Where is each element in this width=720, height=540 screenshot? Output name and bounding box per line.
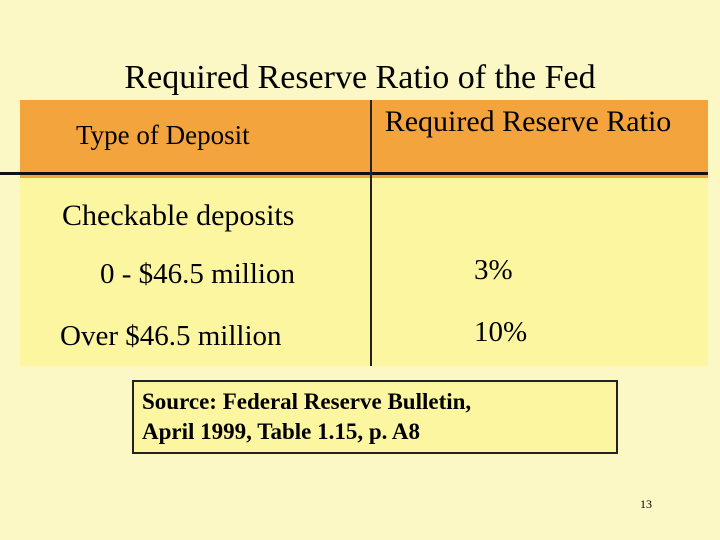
row-label-tier-1: 0 - $46.5 million bbox=[100, 258, 295, 290]
row-label-tier-2: Over $46.5 million bbox=[60, 320, 282, 352]
column-divider bbox=[370, 100, 372, 366]
column-header-reserve-ratio: Required Reserve Ratio bbox=[384, 105, 672, 138]
source-line-2: April 1999, Table 1.15, p. A8 bbox=[142, 419, 420, 444]
page-number: 13 bbox=[640, 497, 652, 511]
source-note: Source: Federal Reserve Bulletin, April … bbox=[132, 380, 618, 454]
row-value-tier-2: 10% bbox=[474, 316, 528, 348]
reserve-ratio-table bbox=[20, 100, 708, 366]
source-line-1: Source: Federal Reserve Bulletin, bbox=[142, 389, 472, 414]
group-label-checkable-deposits: Checkable deposits bbox=[62, 199, 295, 232]
column-header-deposit-type: Type of Deposit bbox=[76, 120, 250, 150]
row-value-tier-1: 3% bbox=[474, 254, 513, 286]
table-header-band bbox=[20, 100, 708, 178]
header-divider bbox=[0, 172, 708, 175]
slide-title: Required Reserve Ratio of the Fed bbox=[124, 59, 596, 96]
